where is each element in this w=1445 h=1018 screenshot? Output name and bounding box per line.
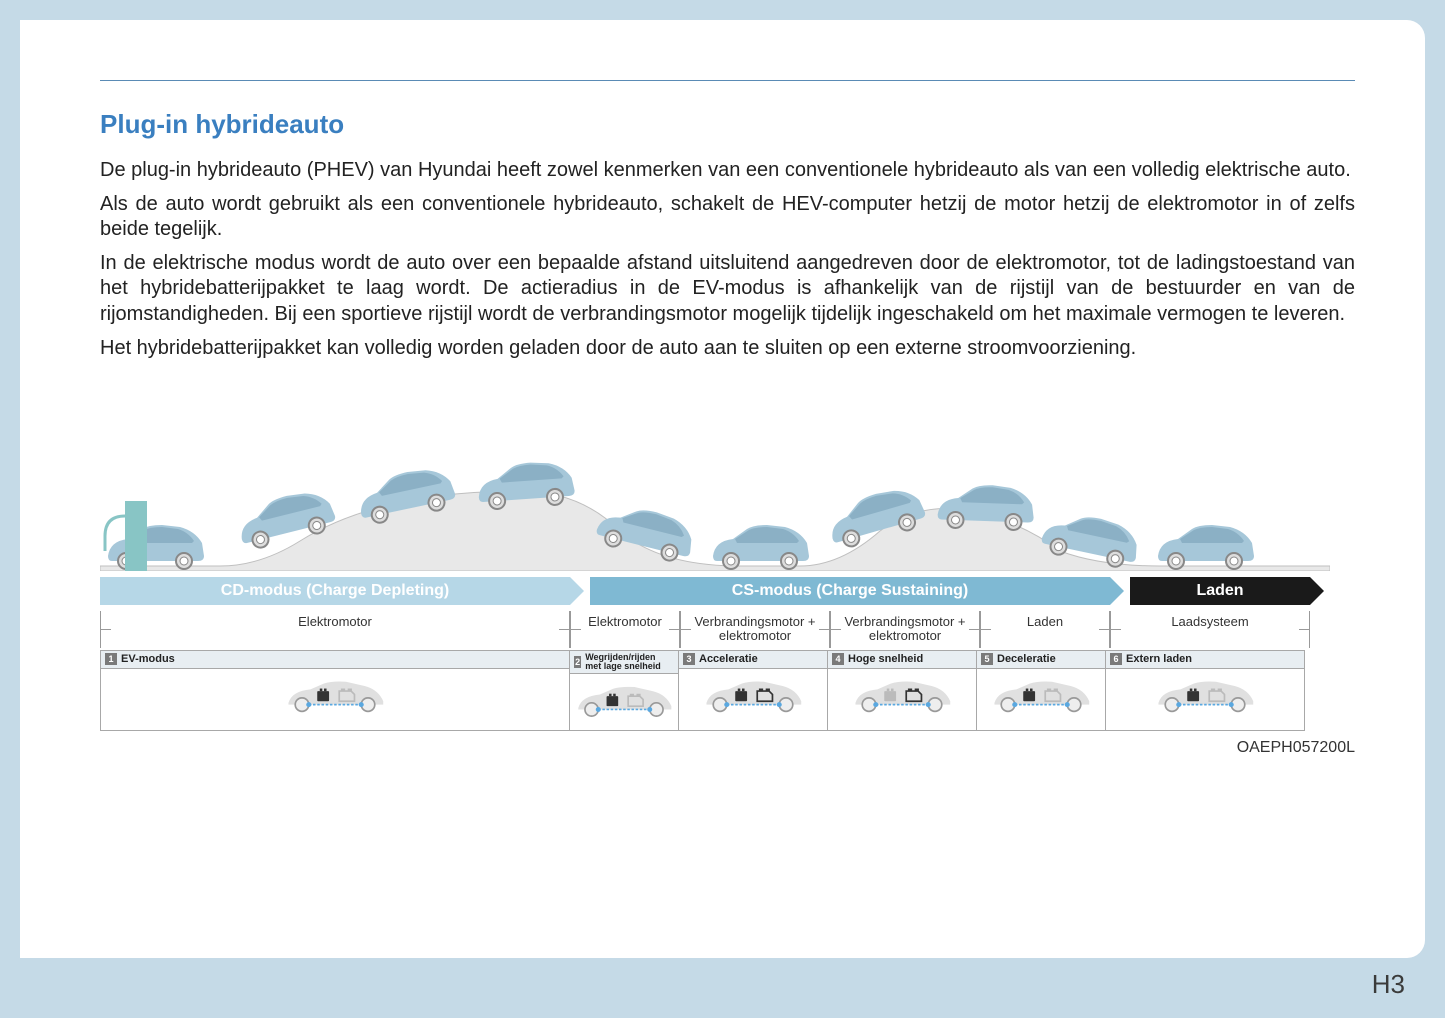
stage-body-6	[1106, 669, 1304, 725]
stage-table: 1 EV-modus 2 Wegrijden/rijden met lage sne…	[100, 650, 1355, 731]
top-rule	[100, 80, 1355, 81]
road-illustration	[100, 451, 1355, 571]
stage-num-1: 1	[105, 653, 117, 665]
stage-num-5: 5	[981, 653, 993, 665]
stage-6: 6 Extern laden	[1105, 650, 1305, 731]
stage-1: 1 EV-modus	[100, 650, 570, 731]
stage-body-3	[679, 669, 827, 725]
car-icon	[705, 521, 815, 571]
stage-title-1: EV-modus	[121, 654, 175, 665]
car-icon	[1150, 521, 1260, 571]
drive-mode-diagram: CD-modus (Charge Depleting) CS-modus (Ch…	[100, 451, 1355, 757]
stage-body-4	[828, 669, 976, 725]
car-icon	[468, 455, 581, 513]
label-3: Verbrandingsmotor + elektromotor	[680, 611, 830, 648]
stage-title-5: Deceleratie	[997, 654, 1056, 665]
label-1: Elektromotor	[100, 611, 570, 648]
paragraph-1: De plug-in hybrideauto (PHEV) van Hyunda…	[100, 158, 1355, 184]
label-5: Laden	[980, 611, 1110, 648]
stage-2: 2 Wegrijden/rijden met lage snelheid	[569, 650, 679, 731]
stage-body-2	[570, 674, 678, 730]
car-icon	[929, 479, 1041, 533]
stage-body-1	[101, 669, 569, 725]
label-4: Verbrandingsmotor + elektromotor	[830, 611, 980, 648]
figure-code: OAEPH057200L	[100, 739, 1355, 757]
stage-5: 5 Deceleratie	[976, 650, 1106, 731]
mode-laden: Laden	[1130, 577, 1310, 605]
paragraph-3: In de elektrische modus wordt de auto ov…	[100, 251, 1355, 328]
stage-num-4: 4	[832, 653, 844, 665]
mode-bar: CD-modus (Charge Depleting) CS-modus (Ch…	[100, 577, 1355, 605]
stage-title-4: Hoge snelheid	[848, 654, 923, 665]
paragraph-4: Het hybridebatterijpakket kan volledig w…	[100, 336, 1355, 362]
stage-body-5	[977, 669, 1105, 725]
mode-cs: CS-modus (Charge Sustaining)	[590, 577, 1110, 605]
mode-cd: CD-modus (Charge Depleting)	[100, 577, 570, 605]
page-title: Plug-in hybrideauto	[100, 109, 1355, 140]
stage-num-6: 6	[1110, 653, 1122, 665]
page-number: H3	[1372, 969, 1405, 1000]
stage-3: 3 Acceleratie	[678, 650, 828, 731]
stage-title-6: Extern laden	[1126, 654, 1192, 665]
label-6: Laadsysteem	[1110, 611, 1310, 648]
stage-4: 4 Hoge snelheid	[827, 650, 977, 731]
stage-title-2: Wegrijden/rijden met lage snelheid	[585, 653, 674, 671]
page-card: Plug-in hybrideauto De plug-in hybrideau…	[20, 20, 1425, 958]
stage-title-3: Acceleratie	[699, 654, 758, 665]
power-source-labels: Elektromotor Elektromotor Verbrandingsmo…	[100, 611, 1355, 648]
paragraph-2: Als de auto wordt gebruikt als een conve…	[100, 192, 1355, 243]
label-2: Elektromotor	[570, 611, 680, 648]
stage-num-3: 3	[683, 653, 695, 665]
stage-num-2: 2	[574, 656, 581, 668]
charger-icon	[100, 491, 150, 571]
